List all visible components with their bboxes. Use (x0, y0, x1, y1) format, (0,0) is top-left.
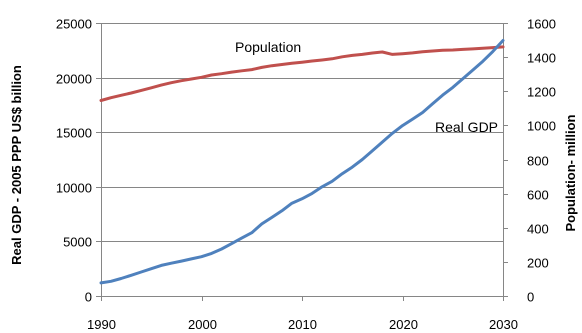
y-right-tick-label-1200: 1200 (527, 85, 556, 100)
y-right-tick-label-1000: 1000 (527, 119, 556, 134)
y-left-tick-label-5000: 5000 (63, 235, 92, 250)
annotation-population: Population (235, 39, 301, 55)
y-right-tick-label-400: 400 (527, 222, 549, 237)
axes (96, 23, 508, 301)
y-left-tick-label-0: 0 (85, 290, 92, 305)
x-tick-label-2010: 2010 (288, 317, 317, 332)
grid-lines (101, 23, 503, 242)
series-lines (99, 39, 505, 285)
x-tick-label-2030: 2030 (489, 317, 518, 332)
y-left-tick-label-25000: 25000 (56, 17, 92, 32)
y-left-tick-label-10000: 10000 (56, 181, 92, 196)
y-left-tick-label-20000: 20000 (56, 72, 92, 87)
y-left-tick-label-15000: 15000 (56, 126, 92, 141)
y-right-tick-label-1400: 1400 (527, 51, 556, 66)
series-line-population (99, 45, 505, 102)
y-axis-left-title: Real GDP - 2005 PPP US$ billion (9, 65, 24, 265)
y-axis-right-title: Population- million (563, 114, 578, 231)
tick-labels: 0 5000 10000 15000 20000 25000 0 200 400 600 800 10… (56, 17, 556, 333)
series-line-real-gdp (99, 39, 505, 285)
y-right-tick-label-200: 200 (527, 256, 549, 271)
y-right-tick-label-1600: 1600 (527, 17, 556, 32)
x-tick-label-2020: 2020 (389, 317, 418, 332)
y-right-tick-label-0: 0 (527, 290, 534, 305)
y-right-tick-label-600: 600 (527, 188, 549, 203)
x-tick-label-1990: 1990 (87, 317, 116, 332)
y-right-tick-label-800: 800 (527, 154, 549, 169)
annotation-real-gdp: Real GDP (435, 119, 498, 135)
x-tick-label-2000: 2000 (188, 317, 217, 332)
